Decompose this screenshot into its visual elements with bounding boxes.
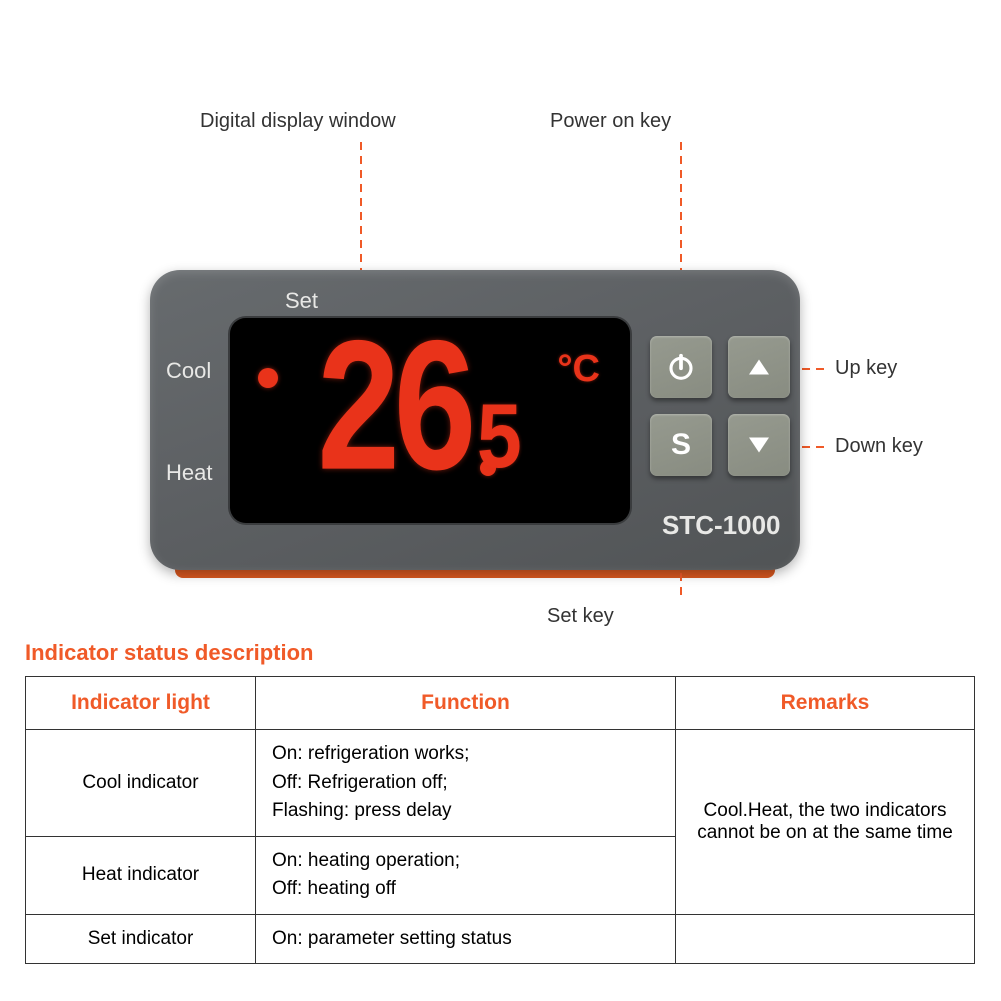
th-indicator: Indicator light bbox=[26, 677, 256, 730]
th-function: Function bbox=[256, 677, 676, 730]
set-button-label: S bbox=[671, 428, 691, 462]
device-cool-label: Cool bbox=[166, 358, 211, 384]
cell-light: Heat indicator bbox=[26, 836, 256, 914]
indicator-table-section: Indicator status description Indicator l… bbox=[25, 640, 975, 964]
cell-function: On: parameter setting status bbox=[256, 914, 676, 964]
lcd-display: °C 26 5 bbox=[230, 318, 630, 523]
table-row: Cool indicator On: refrigeration works;O… bbox=[26, 730, 975, 837]
main-digits: 26 bbox=[314, 341, 467, 495]
callout-display-window: Digital display window bbox=[200, 110, 396, 133]
table-title: Indicator status description bbox=[25, 640, 975, 666]
th-remarks: Remarks bbox=[676, 677, 975, 730]
up-button[interactable] bbox=[728, 336, 790, 398]
cell-function: On: heating operation;Off: heating off bbox=[256, 836, 676, 914]
cell-light: Cool indicator bbox=[26, 730, 256, 837]
decimal-digit: 5 bbox=[475, 402, 523, 482]
cell-light: Set indicator bbox=[26, 914, 256, 964]
callout-set-key: Set key bbox=[547, 605, 614, 628]
diagram-area: Digital display window Power on key Up k… bbox=[0, 110, 1001, 620]
callout-power-key: Power on key bbox=[550, 110, 671, 133]
cell-function: On: refrigeration works;Off: Refrigerati… bbox=[256, 730, 676, 837]
thermostat-device: Set Cool Heat STC-1000 °C 26 5 S bbox=[150, 270, 800, 570]
callout-down-key: Down key bbox=[835, 435, 923, 458]
device-heat-label: Heat bbox=[166, 460, 212, 486]
set-button[interactable]: S bbox=[650, 414, 712, 476]
cool-indicator-dot bbox=[258, 368, 278, 388]
table-row: Set indicator On: parameter setting stat… bbox=[26, 914, 975, 964]
callout-up-key: Up key bbox=[835, 357, 897, 380]
cell-remarks bbox=[676, 914, 975, 964]
unit-label: °C bbox=[557, 348, 600, 391]
table-header-row: Indicator light Function Remarks bbox=[26, 677, 975, 730]
power-icon bbox=[666, 352, 696, 382]
button-grid: S bbox=[650, 336, 790, 476]
triangle-down-icon bbox=[744, 430, 774, 460]
cell-remarks-merged: Cool.Heat, the two indicators cannot be … bbox=[676, 730, 975, 915]
device-model-label: STC-1000 bbox=[662, 510, 781, 541]
power-button[interactable] bbox=[650, 336, 712, 398]
temperature-readout: 26 5 bbox=[300, 348, 528, 488]
down-button[interactable] bbox=[728, 414, 790, 476]
triangle-up-icon bbox=[744, 352, 774, 382]
indicator-table: Indicator light Function Remarks Cool in… bbox=[25, 676, 975, 964]
